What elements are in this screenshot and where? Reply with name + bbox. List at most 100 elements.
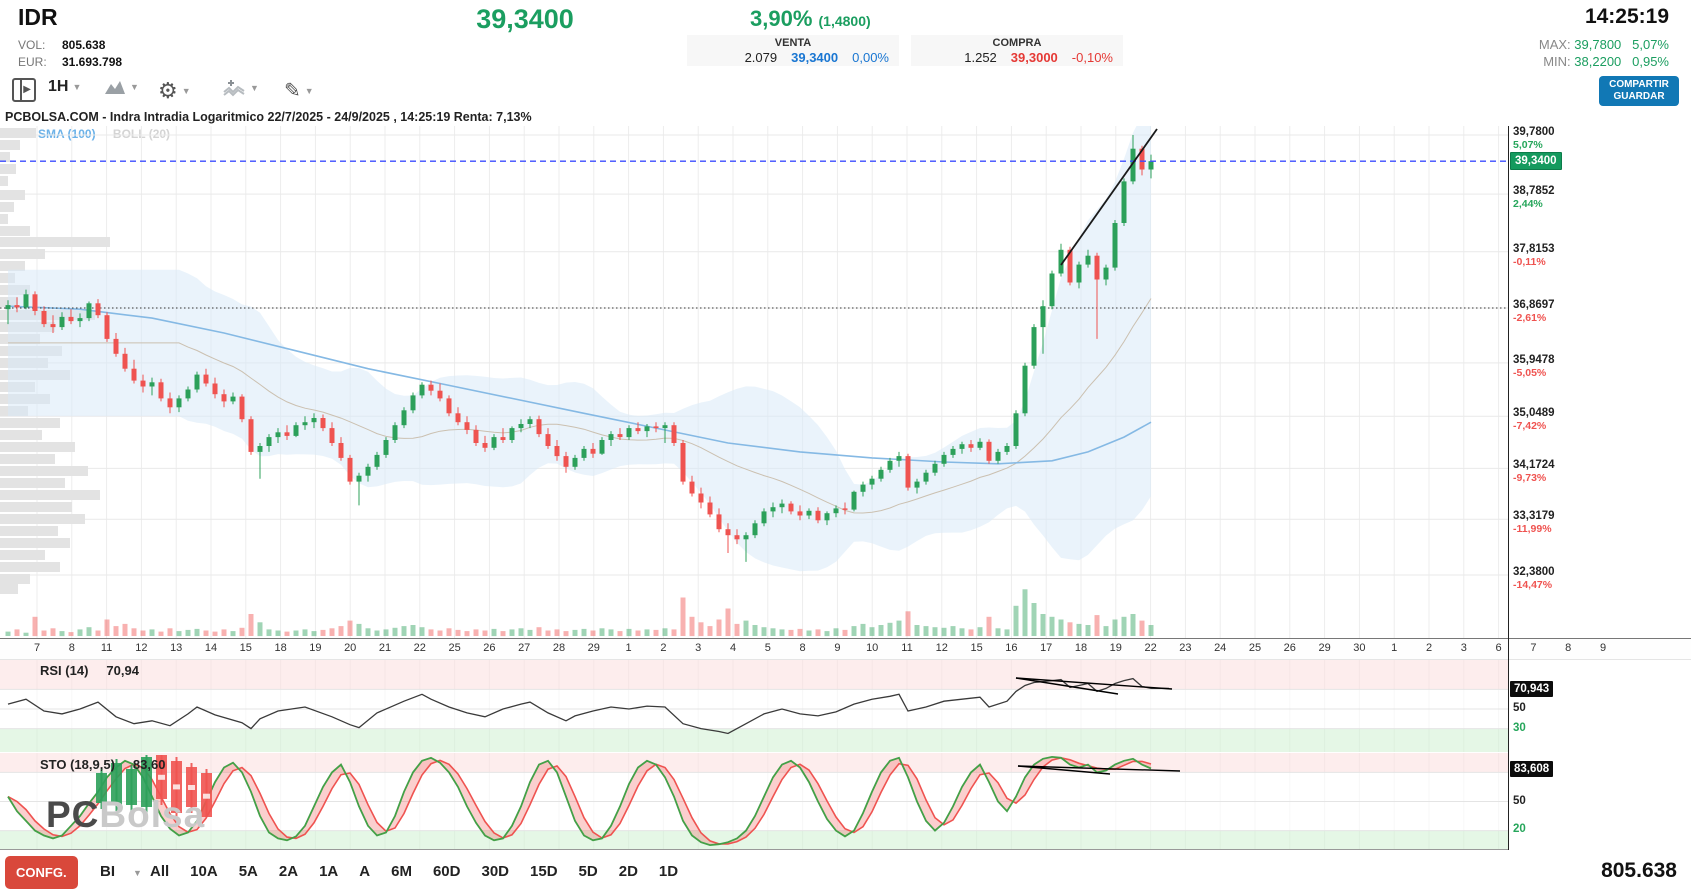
sto-low-level: 20 [1513,823,1526,835]
x-axis-label: 26 [1283,642,1296,654]
x-axis-label: 29 [587,642,600,654]
range-a[interactable]: A [359,863,371,880]
x-axis-label: 11 [901,642,913,654]
min-value: 38,2200 [1574,54,1622,69]
change-absolute: (1,4800) [818,13,871,29]
vol-value: 805.638 [62,38,106,52]
x-axis-label: 5 [764,642,771,654]
rsi-label: RSI (14) 70,94 [40,663,139,678]
sto-mid-level: 50 [1513,795,1526,807]
x-axis-label: 17 [1040,642,1053,654]
volume-row: VOL: 805.638 [18,38,105,52]
interval-value: 1H [48,78,69,95]
legend-sma[interactable]: SMA (100) [38,127,96,141]
panel-icon [12,78,36,102]
x-axis-label: 25 [448,642,461,654]
range-1a[interactable]: 1A [319,863,339,880]
range-10a[interactable]: 10A [190,863,218,880]
range-5d[interactable]: 5D [578,863,598,880]
x-axis-label: 7 [1530,642,1537,654]
session-time: 14:25:19 [1584,5,1669,28]
x-axis-label: 1 [1391,642,1398,654]
x-axis-label: 24 [1214,642,1227,654]
last-price: 39,3400 [476,4,574,34]
max-value: 39,7800 [1574,37,1622,52]
x-axis-label: 1 [625,642,632,654]
trendline[interactable] [1060,128,1158,266]
min-row: MIN: 38,2200 0,95% [1543,54,1669,69]
x-axis-label: 3 [1460,642,1467,654]
x-axis-label: 19 [309,642,322,654]
bid-box: VENTA 2.079 39,3400 0,00% [687,35,899,66]
max-pct: 5,07% [1632,37,1669,52]
share-save-button[interactable]: COMPARTIR GUARDAR [1599,76,1679,106]
x-axis-label: 8 [68,642,75,654]
rsi-trendline[interactable] [1015,677,1119,695]
footer-bar: CONFG. BI ▼ All 10A 5A 2A 1A A 6M 60D 30D… [0,851,1691,893]
x-axis-label: 2 [660,642,667,654]
y-axis-label: 37,8153 -0,11% [1513,242,1555,268]
rsi-trendline[interactable] [1015,677,1173,690]
index-dropdown[interactable]: BI ▼ [100,863,142,880]
x-axis-label: 11 [100,642,113,654]
range-60d[interactable]: 60D [432,863,461,880]
rsi-low-level: 30 [1513,722,1526,734]
range-30d[interactable]: 30D [481,863,510,880]
max-row: MAX: 39,7800 5,07% [1538,37,1669,52]
rsi-mid-level: 50 [1513,702,1526,714]
share-label: COMPARTIR [1609,79,1669,90]
chevron-down-icon: ▼ [72,82,82,92]
x-axis-label: 2 [1425,642,1433,654]
range-buttons: All 10A 5A 2A 1A A 6M 60D 30D 15D 5D 2D … [150,863,678,880]
bollinger-midline [8,298,1152,514]
sto-pane[interactable] [0,753,1508,850]
x-axis-label: 7 [33,642,41,654]
x-axis-label: 27 [518,642,531,654]
interval-dropdown[interactable]: 1H ▼ [48,78,81,96]
y-axis-label: 35,0489 -7,42% [1513,407,1555,433]
x-axis-label: 22 [413,642,426,654]
chart-type-dropdown[interactable]: ▼ [104,78,139,96]
indicators-dropdown[interactable]: ▼ [222,78,259,98]
main-chart-pane[interactable] [0,126,1508,638]
x-axis-label: 8 [1565,642,1572,654]
panel-toggle-button[interactable] [12,78,36,102]
x-axis-label: 9 [834,642,841,654]
range-5a[interactable]: 5A [238,863,258,880]
sto-value-badge: 83,608 [1510,761,1554,777]
x-axis-label: 30 [1353,642,1366,654]
min-pct: 0,95% [1632,54,1669,69]
eur-label: EUR: [18,55,47,69]
bid-pct: 0,00% [852,50,889,65]
x-axis-label: 10 [866,642,879,654]
sto-trendline[interactable] [1017,765,1181,772]
range-6m[interactable]: 6M [391,863,412,880]
x-axis-label: 20 [344,642,357,654]
x-axis-label: 25 [1248,642,1262,654]
chevron-down-icon: ▼ [130,82,139,92]
rsi-pane[interactable] [0,660,1508,752]
draw-tools-dropdown[interactable]: ✎ ▼ [284,78,314,103]
range-2a[interactable]: 2A [278,863,299,880]
current-price-badge: 39,3400 [1510,152,1562,170]
rsi-value-badge: 70,943 [1510,681,1554,697]
bid-qty: 2.079 [744,50,778,65]
config-button[interactable]: CONFG. [5,856,78,889]
x-axis: 7 8 11 12 13 14 15 18 19 20 21 22 25 26 27 28 29 1 2 3 4 5 8 9 1… [0,638,1691,660]
sto-svg [0,753,1508,849]
x-axis-label: 12 [135,642,148,654]
pcbolsa-watermark: PCBolsa [46,794,206,835]
range-2d[interactable]: 2D [618,863,638,880]
range-15d[interactable]: 15D [530,863,558,880]
range-1d[interactable]: 1D [658,863,679,880]
price-axis-line [1508,126,1509,850]
settings-dropdown[interactable]: ⚙ ▼ [158,78,191,104]
ask-price: 39,3000 [1010,50,1058,65]
x-axis-label: 18 [1074,642,1088,654]
sto-trendline[interactable] [1017,765,1111,775]
add-indicator-icon [223,80,245,97]
rsi-svg [0,660,1508,752]
y-axis-label: 39,7800 5,07% [1513,126,1555,151]
range-all[interactable]: All [150,863,170,880]
chevron-down-icon: ▼ [133,868,142,878]
